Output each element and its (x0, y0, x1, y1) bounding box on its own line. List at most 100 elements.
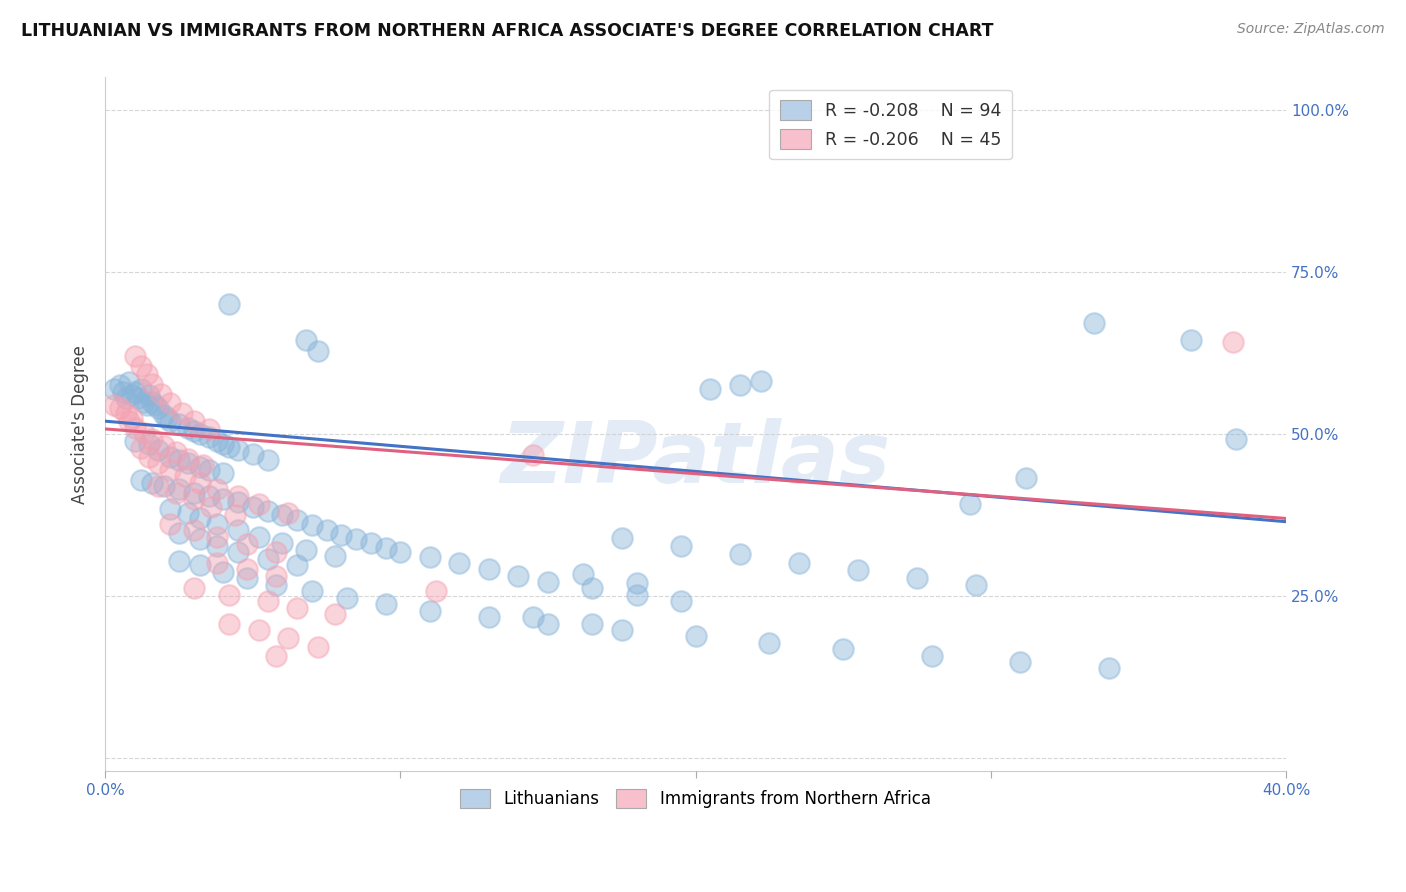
Point (236, 537, 259, 551)
Point (124, 420, 146, 434)
Point (336, 591, 359, 605)
Point (256, 551, 278, 566)
Point (138, 450, 160, 464)
Point (449, 556, 471, 570)
Point (236, 562, 259, 576)
Point (307, 640, 329, 654)
Point (266, 648, 288, 663)
Point (124, 384, 146, 399)
Point (226, 545, 249, 559)
Point (118, 414, 141, 428)
Point (145, 398, 167, 412)
Point (699, 382, 721, 396)
Point (141, 433, 163, 447)
Point (256, 453, 278, 467)
Point (478, 610, 501, 624)
Point (315, 523, 337, 537)
Point (669, 539, 692, 553)
Point (188, 427, 211, 442)
Point (207, 483, 229, 497)
Point (207, 530, 229, 544)
Point (522, 448, 544, 462)
Point (295, 542, 318, 557)
Point (226, 443, 249, 458)
Point (1083, 316, 1105, 330)
Point (256, 503, 278, 517)
Point (247, 497, 270, 511)
Point (188, 532, 211, 546)
Point (148, 443, 170, 458)
Point (177, 506, 200, 520)
Point (177, 420, 200, 434)
Point (150, 387, 173, 401)
Point (197, 422, 219, 436)
Point (138, 388, 160, 402)
Point (247, 623, 270, 637)
Point (183, 414, 205, 428)
Point (129, 382, 152, 396)
Point (135, 368, 157, 382)
Point (124, 434, 146, 448)
Point (419, 603, 441, 617)
Point (167, 417, 190, 432)
Point (610, 531, 633, 545)
Point (103, 382, 125, 396)
Point (572, 566, 595, 581)
Point (167, 525, 190, 540)
Point (188, 459, 211, 474)
Point (325, 607, 347, 622)
Point (295, 333, 318, 347)
Point (212, 466, 235, 480)
Point (207, 516, 229, 531)
Point (277, 506, 299, 520)
Point (141, 376, 163, 391)
Point (728, 547, 751, 561)
Point (669, 594, 692, 608)
Point (138, 437, 160, 451)
Point (330, 527, 353, 541)
Point (626, 588, 648, 602)
Text: ZIPatlas: ZIPatlas (501, 417, 891, 500)
Point (226, 489, 249, 503)
Legend: Lithuanians, Immigrants from Northern Africa: Lithuanians, Immigrants from Northern Af… (454, 782, 938, 815)
Point (508, 568, 530, 582)
Point (537, 616, 560, 631)
Point (271, 536, 294, 550)
Point (522, 610, 544, 624)
Point (787, 556, 810, 570)
Point (183, 523, 205, 537)
Point (425, 584, 447, 599)
Point (188, 475, 211, 490)
Point (207, 556, 229, 570)
Point (325, 549, 347, 563)
Point (1010, 656, 1032, 670)
Point (685, 630, 707, 644)
Point (905, 571, 928, 585)
Point (728, 378, 751, 392)
Point (132, 394, 155, 409)
Point (959, 497, 981, 511)
Point (167, 553, 190, 567)
Point (159, 463, 181, 477)
Point (344, 532, 367, 546)
Point (307, 344, 329, 359)
Point (156, 411, 179, 425)
Point (224, 508, 246, 523)
Point (174, 469, 197, 483)
Point (266, 568, 288, 582)
Point (141, 394, 163, 409)
Point (207, 434, 229, 448)
Point (129, 473, 152, 487)
Point (148, 401, 170, 416)
Point (226, 495, 249, 509)
Point (197, 463, 219, 477)
Point (301, 517, 323, 532)
Point (200, 500, 222, 514)
Point (153, 439, 176, 453)
Point (159, 396, 181, 410)
Point (610, 623, 633, 637)
Point (167, 453, 190, 467)
Point (159, 450, 181, 464)
Point (285, 513, 308, 527)
Point (247, 530, 270, 544)
